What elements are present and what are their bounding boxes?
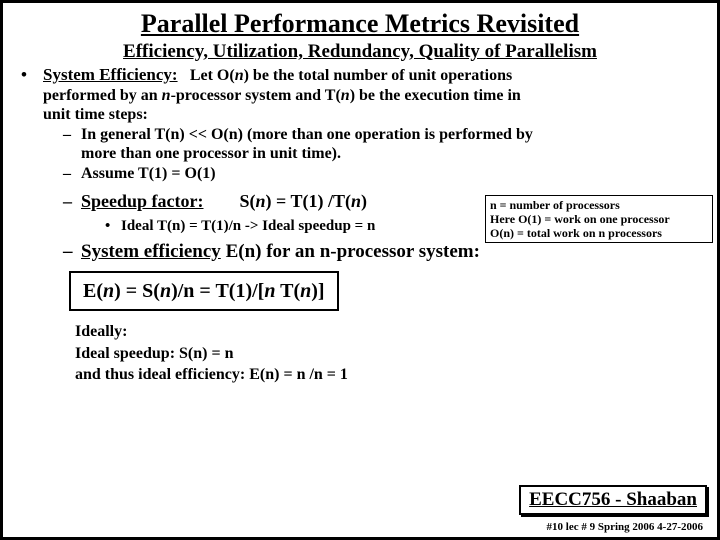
- footer-lecture-info: #10 lec # 9 Spring 2006 4-27-2006: [547, 521, 703, 533]
- sys-eff-label: System Efficiency:: [43, 65, 178, 84]
- sub-bullet-2: – Assume T(1) = O(1): [21, 164, 691, 184]
- bullet-system-efficiency: • System Efficiency: Let O(n) be the tot…: [21, 65, 691, 86]
- t: ) be the total number of unit operations: [244, 67, 513, 84]
- t: Assume T(1) = O(1): [81, 164, 216, 184]
- eq: ) = S(: [114, 280, 160, 302]
- footer-course-box: EECC756 - Shaaban: [519, 485, 707, 515]
- sys-eff-cont: performed by an n-processor system and T…: [21, 86, 691, 125]
- var-n: n: [235, 67, 244, 84]
- speedup-label: Speedup factor:: [81, 191, 204, 211]
- t: Ideal speedup: S(n) = n: [75, 343, 691, 365]
- t: Ideally:: [75, 321, 691, 343]
- t: n = number of processors: [490, 198, 708, 212]
- efficiency-equation-box: E(n) = S(n)/n = T(1)/[n T(n)]: [69, 271, 339, 311]
- dash: –: [63, 125, 81, 164]
- var-n: n: [103, 280, 114, 302]
- bullet-dot: •: [105, 217, 121, 235]
- t: and thus ideal efficiency: E(n) = n /n =…: [75, 364, 691, 386]
- eq: ): [361, 191, 367, 211]
- processors-note-box: n = number of processors Here O(1) = wor…: [485, 195, 713, 243]
- slide-subtitle: Efficiency, Utilization, Redundancy, Qua…: [3, 41, 717, 63]
- t: -processor system and T(: [171, 87, 341, 104]
- dash: –: [63, 191, 81, 213]
- var-n: n: [256, 191, 266, 211]
- var-n: n: [341, 87, 350, 104]
- t: Here O(1) = work on one processor: [490, 212, 708, 226]
- slide-frame: Parallel Performance Metrics Revisited E…: [0, 0, 720, 540]
- slide-title: Parallel Performance Metrics Revisited: [3, 9, 717, 39]
- eq: T(: [275, 280, 300, 302]
- bullet-dot: •: [21, 65, 43, 86]
- eq: ) = T(1) /T(: [266, 191, 351, 211]
- var-n: n: [160, 280, 171, 302]
- dash: –: [63, 164, 81, 184]
- t: E(n) for an n-processor system:: [221, 241, 480, 262]
- var-n: n: [162, 87, 171, 104]
- var-n: n: [351, 191, 361, 211]
- dash: –: [63, 240, 81, 263]
- t: ) be the execution time in: [350, 87, 521, 104]
- eq: )]: [311, 280, 324, 302]
- ideally-block: Ideally: Ideal speedup: S(n) = n and thu…: [75, 321, 691, 386]
- t: Ideal T(n) = T(1)/n -> Ideal speedup = n: [121, 217, 375, 235]
- t: In general T(n) << O(n) (more than one o…: [81, 126, 533, 143]
- t: performed by an: [43, 87, 162, 104]
- eq: )/n = T(1)/[: [171, 280, 264, 302]
- eq: S(: [240, 191, 256, 211]
- t: unit time steps:: [43, 106, 148, 123]
- var-n: n: [300, 280, 311, 302]
- sys-eff-underline: System efficiency: [81, 241, 221, 262]
- t: O(n) = total work on n processors: [490, 226, 708, 240]
- t: Let O(: [190, 67, 235, 84]
- eq: E(: [83, 280, 103, 302]
- var-n: n: [264, 280, 275, 302]
- t: more than one processor in unit time).: [81, 145, 341, 162]
- sub-bullet-1: – In general T(n) << O(n) (more than one…: [21, 125, 691, 164]
